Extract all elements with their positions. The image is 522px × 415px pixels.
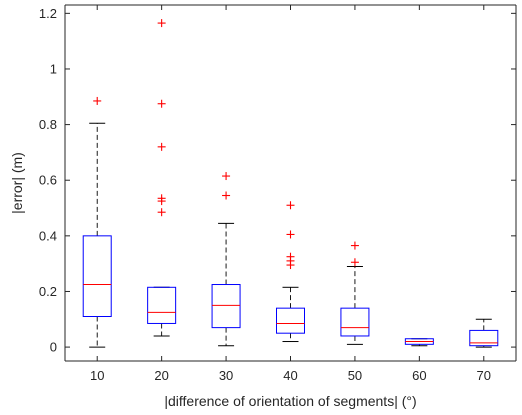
outlier-point <box>157 99 166 108</box>
x-tick-label: 20 <box>154 368 168 383</box>
y-tick-label: 0.8 <box>39 117 57 132</box>
y-tick-label: 0.6 <box>39 173 57 188</box>
y-tick-label: 0 <box>50 340 57 355</box>
outlier-point <box>222 191 231 200</box>
plot-background <box>65 5 516 361</box>
axes: 0 0.2 0.4 0.6 0.8 1 1.2 10 20 30 40 50 60 70 <box>39 4 517 383</box>
box-group-40 <box>276 201 305 343</box>
x-tick-label: 30 <box>219 368 233 383</box>
outlier-point <box>350 241 359 250</box>
box <box>469 329 499 347</box>
x-tick-label: 40 <box>283 368 297 383</box>
x-tick-label: 60 <box>412 368 426 383</box>
box <box>82 235 112 317</box>
y-axis-label: |error| (m) <box>9 152 25 214</box>
x-tick-label: 50 <box>348 368 362 383</box>
box <box>147 286 177 324</box>
box-group-50 <box>340 241 370 345</box>
outlier-point <box>350 258 359 267</box>
outlier-point <box>93 96 102 105</box>
box <box>276 307 305 334</box>
outlier-point <box>157 208 166 217</box>
box <box>340 307 370 337</box>
box-group-10 <box>82 96 112 348</box>
y-tick-label: 1 <box>50 61 57 76</box>
outlier-point <box>286 261 295 270</box>
box-group-60 <box>404 338 434 347</box>
y-tick-label: 0.2 <box>39 284 57 299</box>
box <box>211 284 241 329</box>
x-axis-label: |difference of orientation of segments| … <box>164 393 416 409</box>
box-group-20 <box>147 19 177 337</box>
y-tick-label: 1.2 <box>39 6 57 21</box>
box-group-30 <box>211 172 241 347</box>
x-tick-label: 10 <box>90 368 104 383</box>
x-tick-label: 70 <box>477 368 491 383</box>
outlier-point <box>286 230 295 239</box>
outlier-point <box>157 197 166 206</box>
outlier-point <box>157 142 166 151</box>
box-group-70 <box>469 318 499 348</box>
outlier-point <box>286 201 295 210</box>
y-tick-label: 0.4 <box>39 228 57 243</box>
chart-marks <box>82 19 499 348</box>
outlier-point <box>157 19 166 28</box>
outlier-point <box>222 172 231 181</box>
